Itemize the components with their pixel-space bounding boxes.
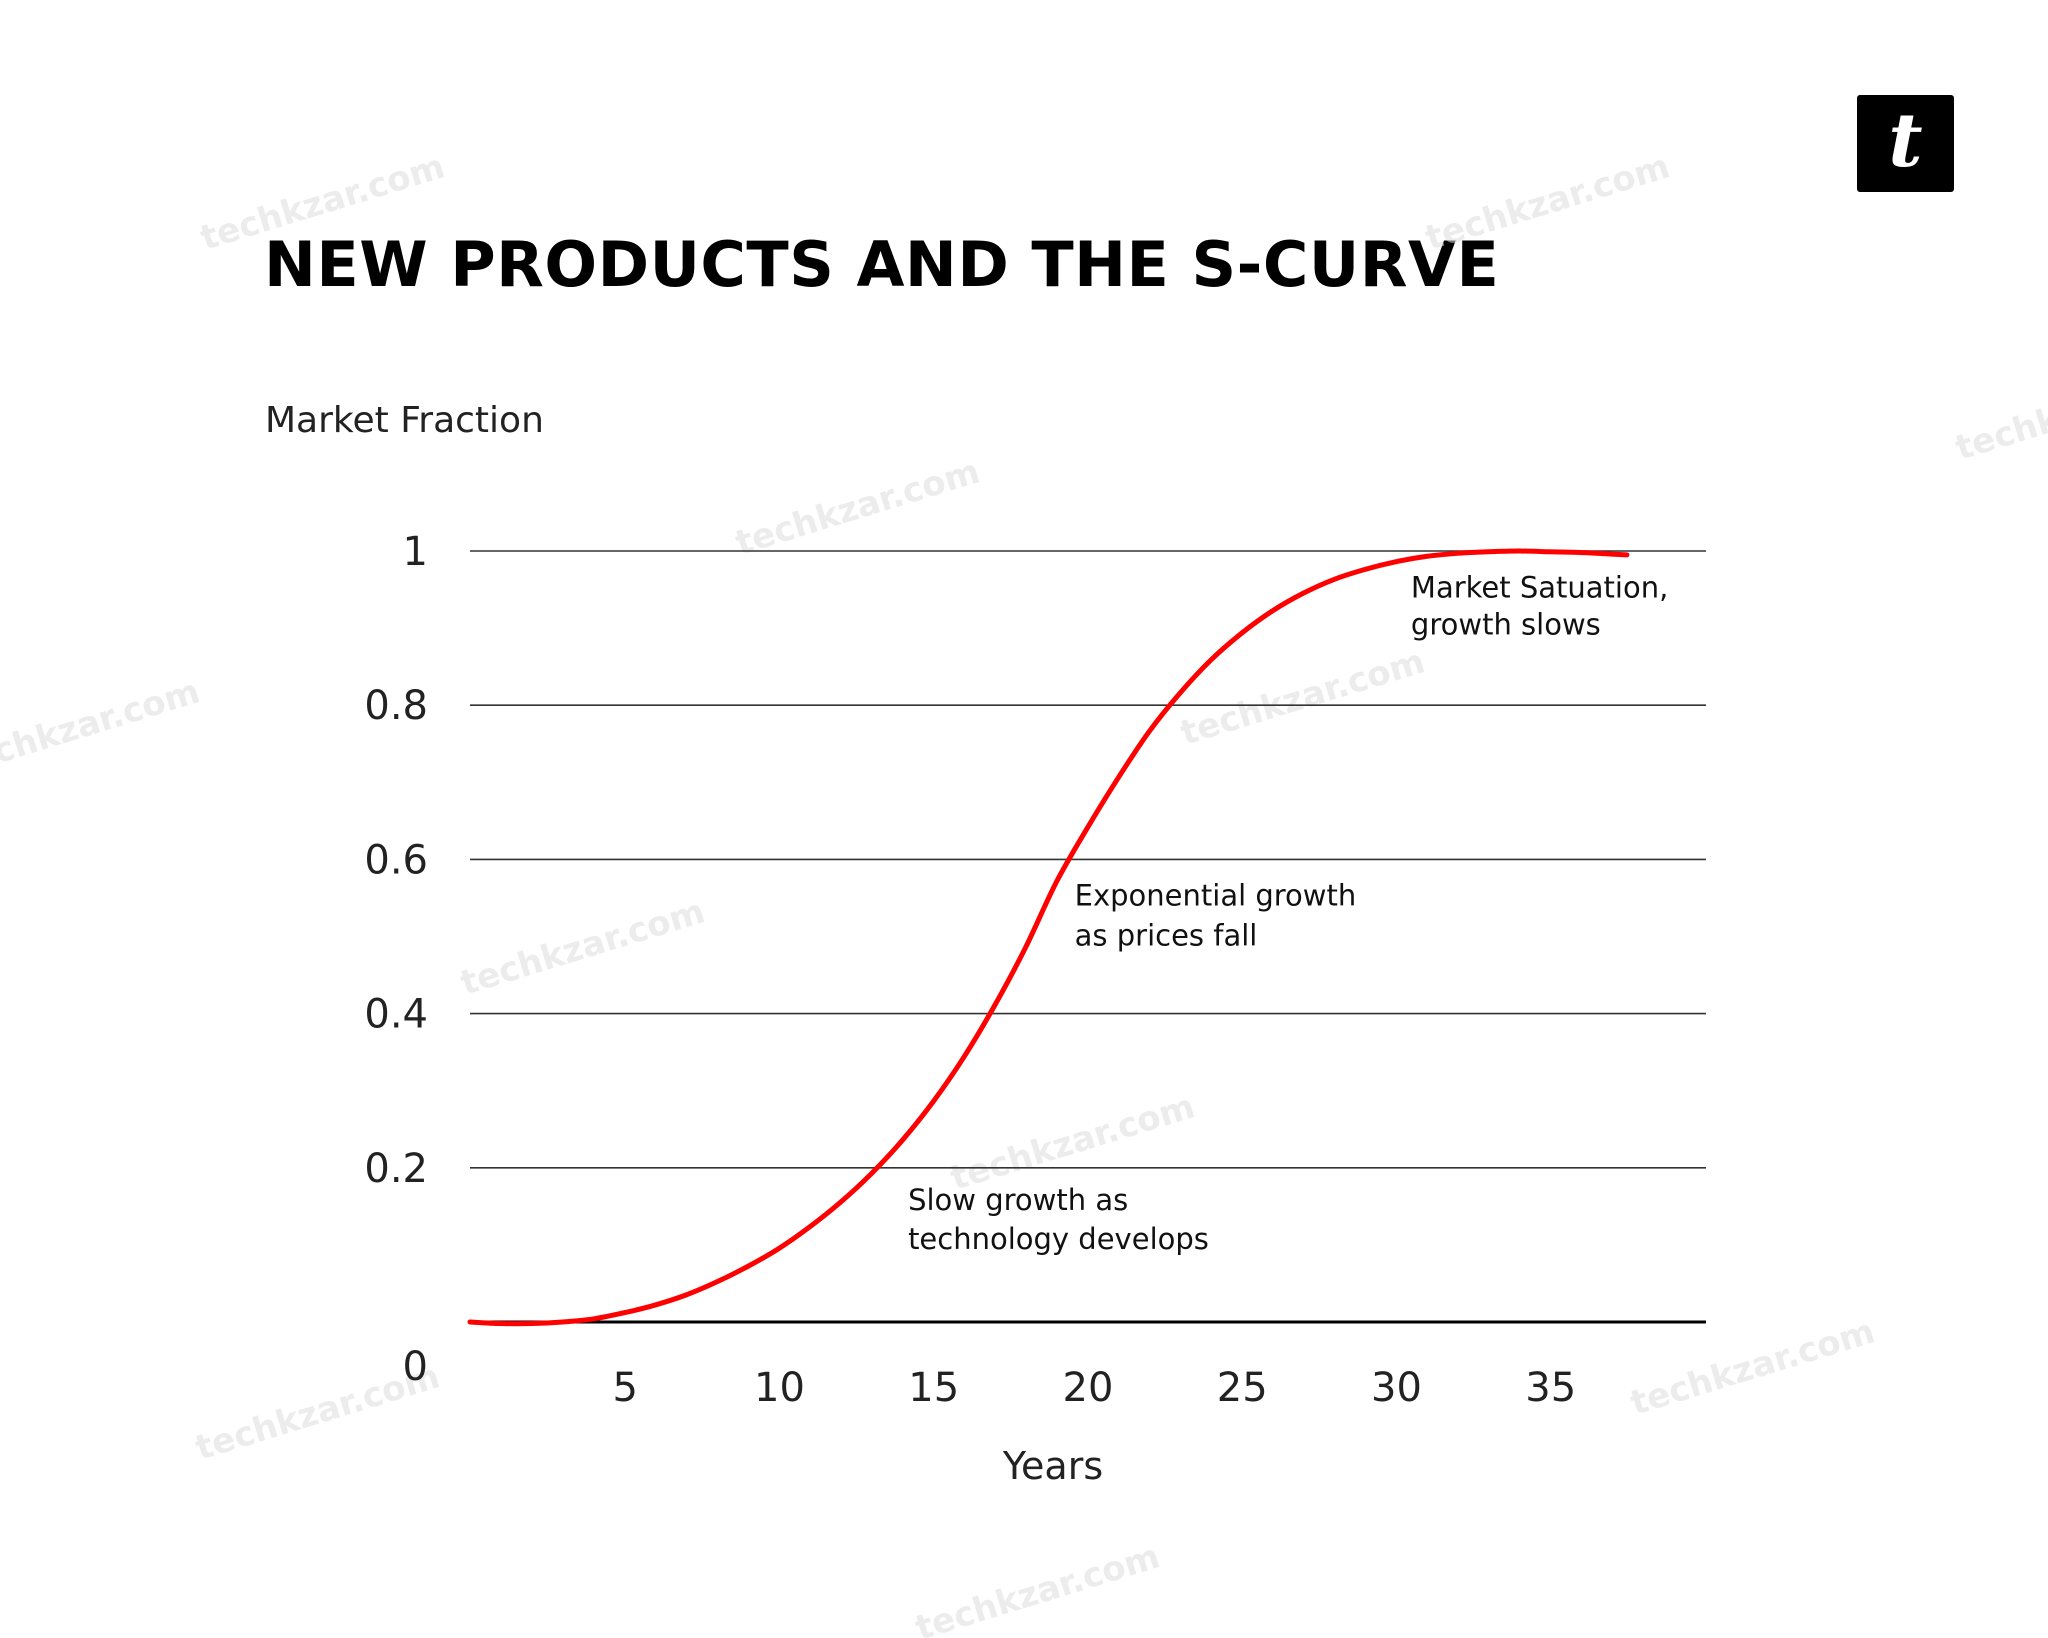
chart-title: NEW PRODUCTS AND THE S-CURVE: [264, 228, 1500, 301]
annotation-line: growth slows: [1411, 607, 1601, 641]
x-tick-label: 30: [1371, 1365, 1422, 1411]
logo-letter: t: [1888, 97, 1923, 184]
series-layer: [467, 548, 1630, 1327]
watermark-text: techkzar.com: [1951, 356, 2048, 468]
grid-lines: [470, 550, 1706, 1324]
x-tick-label: 10: [754, 1365, 805, 1411]
y-tick-labels: 0 0.2 0.4 0.6 0.8 1: [364, 529, 428, 1390]
y-axis-label: Market Fraction: [265, 400, 544, 441]
watermark-layer: techkzar.com techkzar.com techkzar.com tech…: [0, 146, 2048, 1638]
y-tick-label: 0.8: [364, 683, 428, 729]
annotation-text: Exponential growth as prices fall: [1075, 879, 1357, 953]
annotation-line: Slow growth as: [908, 1183, 1128, 1217]
x-tick-label: 35: [1525, 1365, 1576, 1411]
watermark-text: techkzar.com: [1421, 146, 1674, 258]
y-tick-label: 1: [403, 529, 428, 575]
watermark-text: techkzar.com: [1626, 1311, 1879, 1423]
annotation-text: Market Satuation, growth slows: [1411, 570, 1668, 641]
s-curve-line: [467, 548, 1630, 1327]
annotations: Market Satuation, growth slows Exponential…: [908, 570, 1668, 1256]
x-tick-label: 25: [1217, 1365, 1268, 1411]
annotation-line: Exponential growth: [1075, 879, 1357, 913]
annotation-line: as prices fall: [1075, 919, 1258, 953]
watermark-text: techkzar.com: [0, 671, 204, 783]
watermark-text: techkzar.com: [911, 1536, 1164, 1638]
brand-logo: t: [1857, 95, 1954, 192]
watermark-text: techkzar.com: [456, 891, 709, 1003]
x-tick-label: 5: [613, 1365, 638, 1411]
annotation-line: technology develops: [908, 1222, 1209, 1256]
x-axis-label: Years: [1002, 1444, 1104, 1488]
x-tick-label: 20: [1063, 1365, 1114, 1411]
watermark-text: techkzar.com: [731, 451, 984, 563]
x-tick-label: 15: [908, 1365, 959, 1411]
annotation-text: Slow growth as technology develops: [908, 1183, 1209, 1256]
y-tick-label: 0.6: [364, 837, 428, 883]
watermark-text: techkzar.com: [196, 146, 449, 258]
annotation-line: Market Satuation,: [1411, 570, 1668, 604]
y-tick-label: 0: [403, 1344, 428, 1390]
y-tick-label: 0.2: [364, 1146, 428, 1192]
y-tick-label: 0.4: [364, 992, 428, 1038]
watermark-text: techkzar.com: [946, 1086, 1199, 1198]
x-tick-labels: 5 10 15 20 25 30 35: [613, 1365, 1577, 1411]
